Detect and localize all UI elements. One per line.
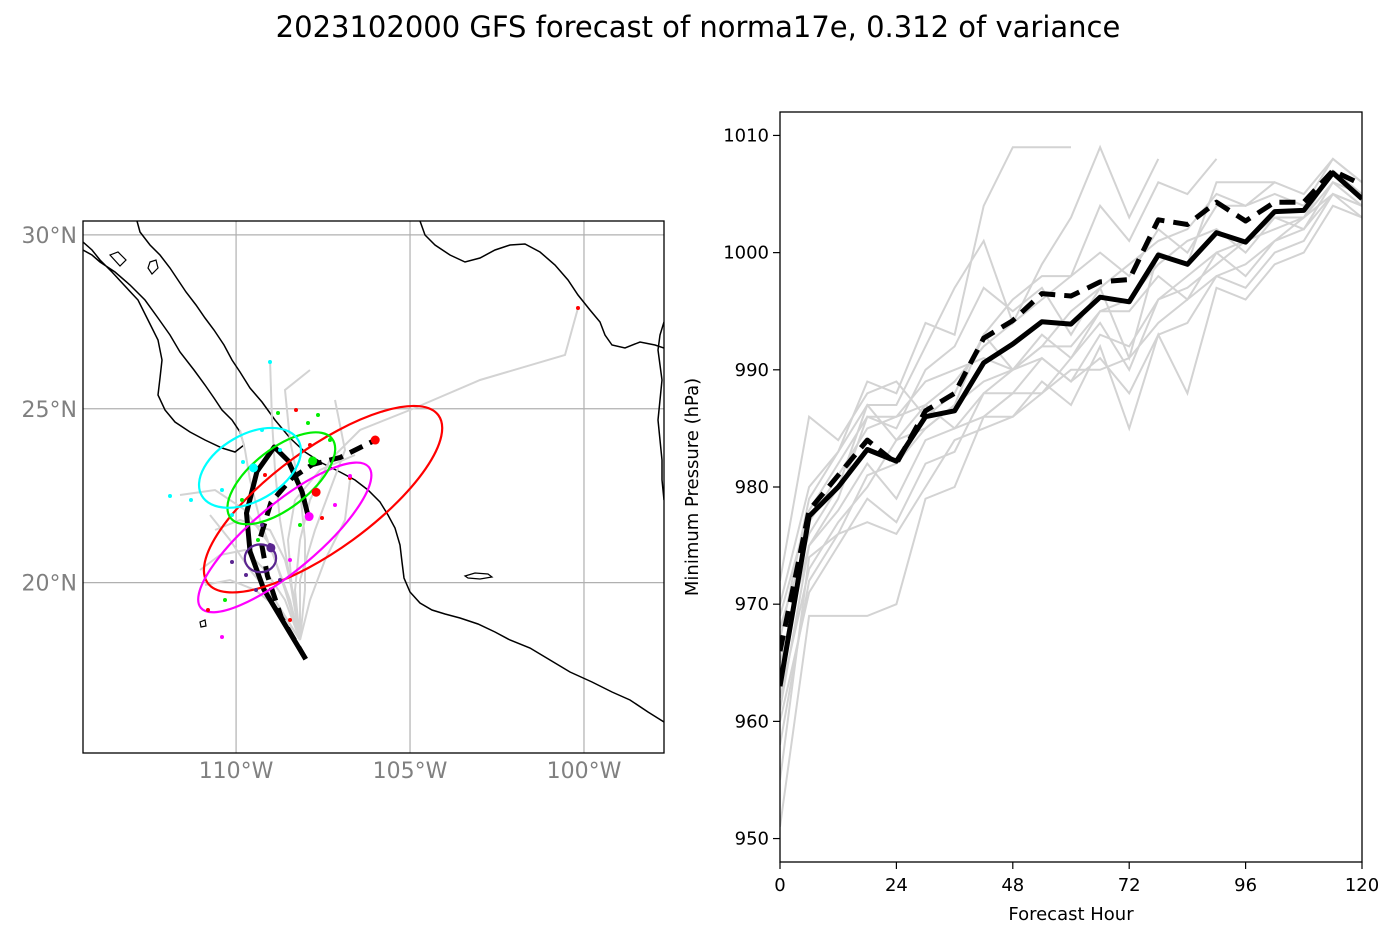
x-axis-label: Forecast Hour	[1008, 904, 1134, 925]
spread-ellipse	[197, 461, 373, 614]
x-tick-label: 48	[1001, 875, 1024, 896]
y-tick-label: 970	[735, 594, 769, 615]
ensemble-mean-track-dashed	[257, 437, 377, 661]
plot-background	[780, 112, 1362, 862]
spread-ellipse	[243, 543, 278, 574]
plot-axes: 0 24 48 72 96 120 950 960 970 980 990 1000 1010	[723, 125, 1379, 896]
spread-ellipses	[197, 404, 444, 614]
ensemble-member-line	[780, 180, 1362, 710]
lon-tick-label: 100°W	[547, 759, 622, 784]
map-tick-labels: 30°N 25°N 20°N 110°W 105°W 100°W	[22, 224, 622, 784]
ensemble-member-line	[780, 181, 1275, 664]
lat-tick-label: 30°N	[22, 224, 77, 249]
ensemble-member-lines	[780, 144, 1362, 827]
island-outline	[108, 251, 127, 267]
map-frame	[82, 220, 665, 754]
forecast-position-dots	[168, 306, 580, 639]
x-tick-label: 0	[774, 875, 785, 896]
pressure-series	[780, 168, 1362, 687]
spread-ellipse	[197, 426, 303, 509]
lon-tick-label: 105°W	[373, 759, 448, 784]
map-panel: 30°N 25°N 20°N 110°W 105°W 100°W	[22, 220, 665, 784]
ensemble-member-line	[780, 157, 1362, 640]
map-background	[83, 221, 664, 753]
ensemble-member-line	[780, 157, 1362, 675]
ensemble-member-line	[780, 204, 1362, 745]
island-outline	[463, 572, 494, 580]
x-tick-label: 120	[1345, 875, 1379, 896]
y-tick-label: 1000	[723, 243, 769, 264]
coastline-gulf	[419, 221, 664, 349]
pressure-panel: 0 24 48 72 96 120 950 960 970 980 990 1000 1010 Fore…	[682, 111, 1379, 925]
coastlines	[83, 221, 664, 723]
ellipse-center-dot	[311, 487, 321, 497]
coastline-east	[657, 321, 664, 501]
ensemble-member-line	[780, 144, 1160, 628]
y-tick-label: 960	[735, 711, 769, 732]
lat-tick-label: 20°N	[22, 572, 77, 597]
coastline-mainland	[136, 221, 664, 723]
map-gridlines	[83, 221, 664, 753]
island-outline	[199, 619, 207, 628]
lat-tick-label: 25°N	[22, 398, 77, 423]
ellipse-center-dot	[248, 463, 258, 473]
y-tick-label: 1010	[723, 125, 769, 146]
ensemble-member-line	[780, 146, 1071, 605]
ellipse-center-dot	[304, 512, 314, 522]
y-tick-label: 980	[735, 477, 769, 498]
ellipse-center-dot	[308, 456, 318, 466]
x-tick-label: 72	[1118, 875, 1141, 896]
y-tick-label: 990	[735, 360, 769, 381]
figure-title: 2023102000 GFS forecast of norma17e, 0.3…	[275, 10, 1121, 44]
island-outline	[147, 259, 159, 275]
y-tick-label: 950	[735, 829, 769, 850]
ellipse-center-dot	[370, 435, 380, 445]
x-tick-label: 24	[885, 875, 908, 896]
spread-ellipse	[226, 431, 337, 526]
lon-tick-label: 110°W	[199, 759, 274, 784]
ensemble-mean-pressure-line	[780, 168, 1362, 652]
coastline-baja	[83, 241, 245, 453]
y-axis-label: Minimum Pressure (hPa)	[682, 378, 703, 596]
spread-ellipse	[202, 404, 444, 594]
deterministic-pressure-line	[780, 170, 1362, 687]
x-tick-label: 96	[1234, 875, 1257, 896]
